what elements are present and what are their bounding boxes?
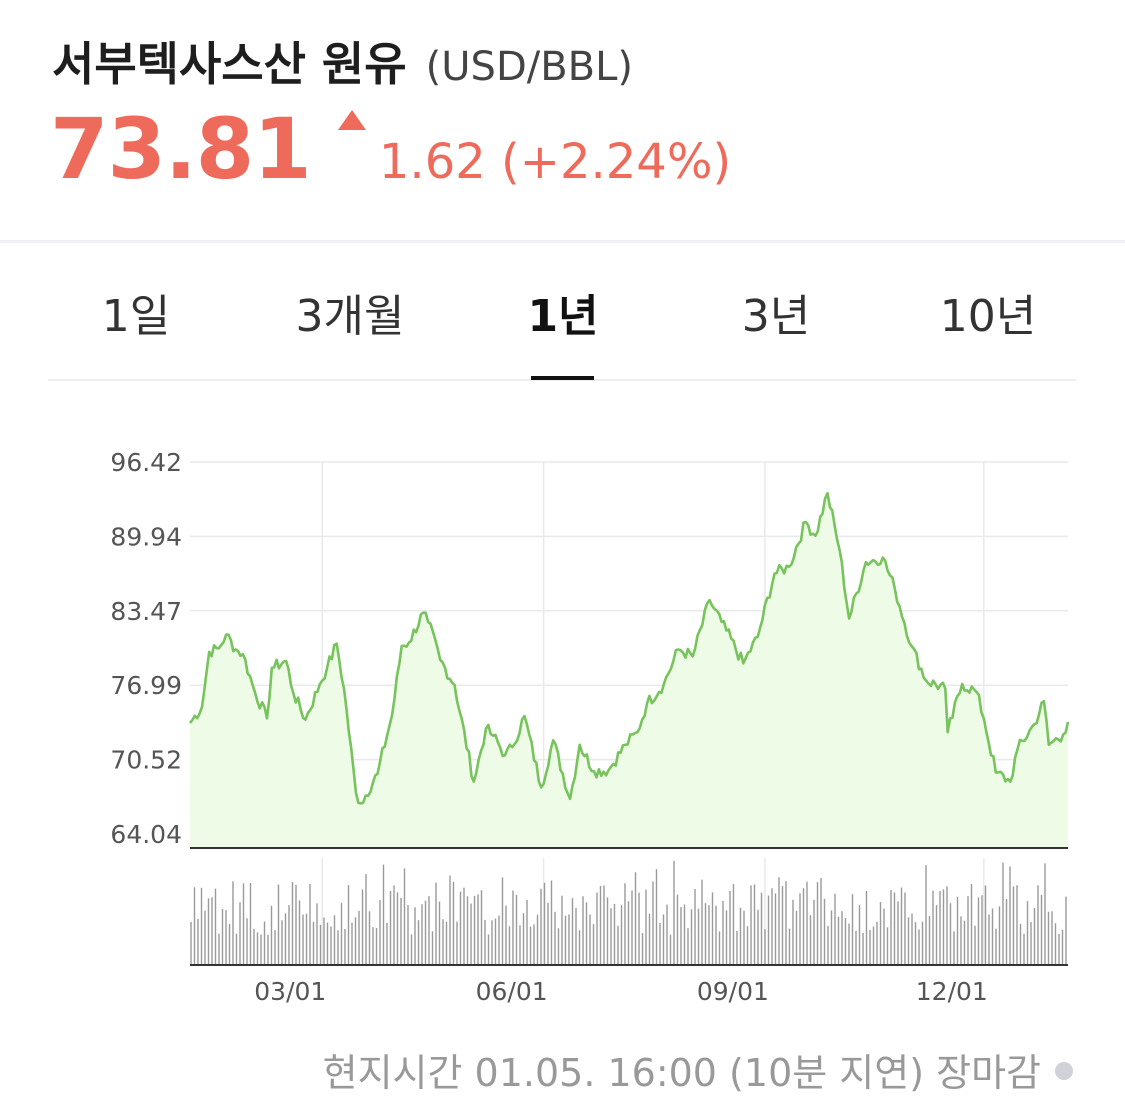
x-tick-label: 09/01 <box>697 977 769 1006</box>
header-divider <box>0 240 1125 243</box>
y-tick-label: 96.42 <box>110 448 182 477</box>
market-status: 현지시간 01.05. 16:00 (10분 지연) 장마감 <box>323 1042 1073 1097</box>
y-tick-label: 89.94 <box>110 522 182 551</box>
instrument-name: 서부텍사스산 원유 <box>52 37 407 91</box>
price-change: 1.62 (+2.24%) <box>378 134 732 190</box>
y-tick-label: 64.04 <box>110 820 182 849</box>
up-arrow-icon <box>337 110 366 130</box>
x-tick-label: 03/01 <box>254 977 326 1006</box>
y-tick-label: 76.99 <box>110 671 182 700</box>
instrument-unit: (USD/BBL) <box>425 44 633 90</box>
market-status-text: 현지시간 01.05. 16:00 (10분 지연) 장마감 <box>322 1051 1041 1095</box>
price-area-fill <box>190 493 1068 848</box>
price-series-line <box>188 491 1070 805</box>
y-tick-label: 70.52 <box>110 746 182 775</box>
tab-3y[interactable]: 3년 <box>741 291 811 342</box>
tab-3m[interactable]: 3개월 <box>295 291 405 342</box>
y-tick-label: 83.47 <box>110 597 182 626</box>
active-tab-indicator <box>531 376 594 380</box>
instrument-title: 서부텍사스산 원유 (USD/BBL) <box>52 28 633 94</box>
period-tabs: 1일 3개월 1년 3년 10년 <box>48 280 1076 380</box>
status-dot-icon <box>1055 1062 1073 1080</box>
current-price: 73.81 <box>50 100 312 198</box>
price-block: 73.81 1.62 (+2.24%) <box>50 100 731 198</box>
tabs-divider <box>48 379 1076 381</box>
x-tick-label: 06/01 <box>476 977 548 1006</box>
tab-1d[interactable]: 1일 <box>101 291 171 342</box>
x-tick-label: 12/01 <box>916 977 988 1006</box>
tab-10y[interactable]: 10년 <box>939 291 1037 342</box>
tab-1y[interactable]: 1년 <box>527 291 599 342</box>
